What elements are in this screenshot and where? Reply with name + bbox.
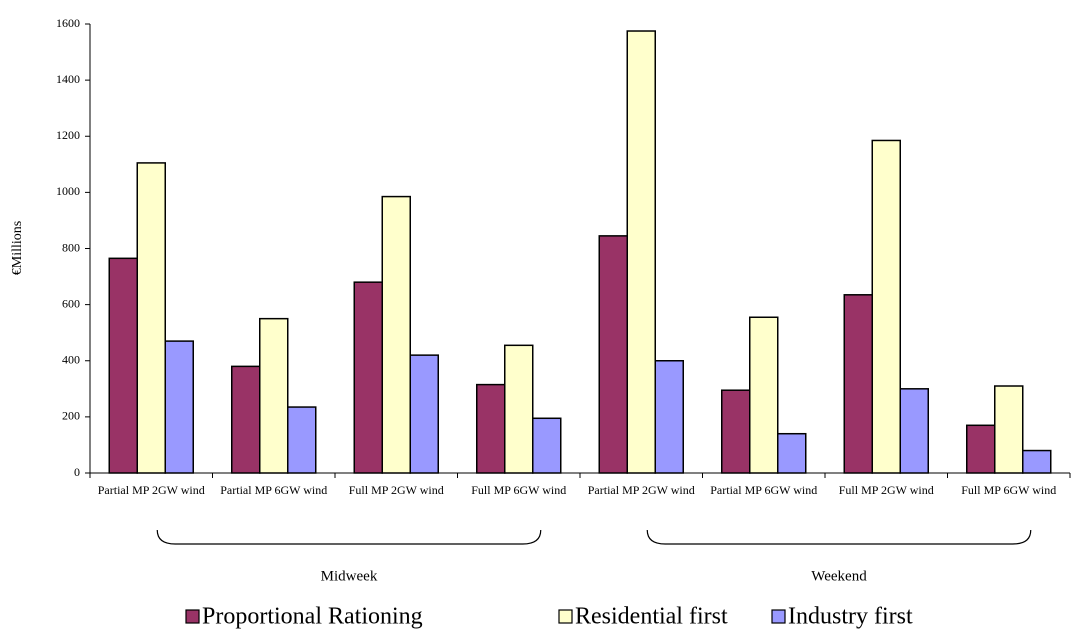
- y-tick-label: 400: [62, 353, 80, 367]
- bar: [136, 162, 166, 474]
- x-tick-label: Full MP 2GW wind: [838, 483, 934, 497]
- bar: [871, 139, 901, 474]
- x-tick-label: Full MP 6GW wind: [961, 483, 1057, 497]
- y-axis-label: €Millions: [10, 221, 25, 275]
- legend-swatch: [771, 609, 786, 624]
- bar: [259, 317, 289, 474]
- legend-label: Residential first: [575, 604, 728, 630]
- y-tick-label: 200: [62, 409, 80, 423]
- x-tick-label: Partial MP 6GW wind: [220, 483, 328, 497]
- bar: [721, 389, 751, 474]
- group-brace: [646, 529, 1032, 545]
- legend-swatch: [185, 609, 200, 624]
- bar: [532, 417, 562, 474]
- x-tick-label: Full MP 2GW wind: [348, 483, 444, 497]
- y-tick-label: 1400: [56, 72, 80, 86]
- group-label: Weekend: [811, 568, 867, 584]
- bar: [381, 195, 411, 474]
- bar: [654, 360, 684, 474]
- bar: [231, 365, 261, 474]
- x-tick-label: Partial MP 6GW wind: [710, 483, 818, 497]
- x-tick-label: Partial MP 2GW wind: [97, 483, 205, 497]
- bar: [287, 406, 317, 474]
- x-tick-label: Partial MP 2GW wind: [587, 483, 695, 497]
- bar: [353, 281, 383, 474]
- legend-swatch: [558, 609, 573, 624]
- bar: [164, 340, 194, 474]
- y-tick-label: 0: [74, 465, 80, 479]
- bar: [777, 432, 807, 474]
- bar: [626, 30, 656, 474]
- bar: [476, 383, 506, 474]
- group-brace: [156, 529, 542, 545]
- y-tick-label: 1600: [56, 16, 80, 30]
- y-tick-label: 800: [62, 240, 80, 254]
- group-label: Midweek: [321, 568, 378, 584]
- legend-label: Proportional Rationing: [202, 604, 423, 630]
- bar: [504, 344, 534, 474]
- bar: [1022, 449, 1052, 474]
- x-tick-label: Full MP 6GW wind: [471, 483, 567, 497]
- y-tick-label: 1200: [56, 128, 80, 142]
- bar: [843, 294, 873, 474]
- bar: [899, 388, 929, 474]
- bar: [749, 316, 779, 474]
- y-tick-label: 1000: [56, 184, 80, 198]
- bar: [409, 354, 439, 474]
- bar: [966, 424, 996, 474]
- bar: [108, 257, 138, 474]
- y-tick-label: 600: [62, 296, 80, 310]
- bar: [994, 385, 1024, 474]
- legend-label: Industry first: [788, 604, 913, 630]
- bar: [598, 235, 628, 474]
